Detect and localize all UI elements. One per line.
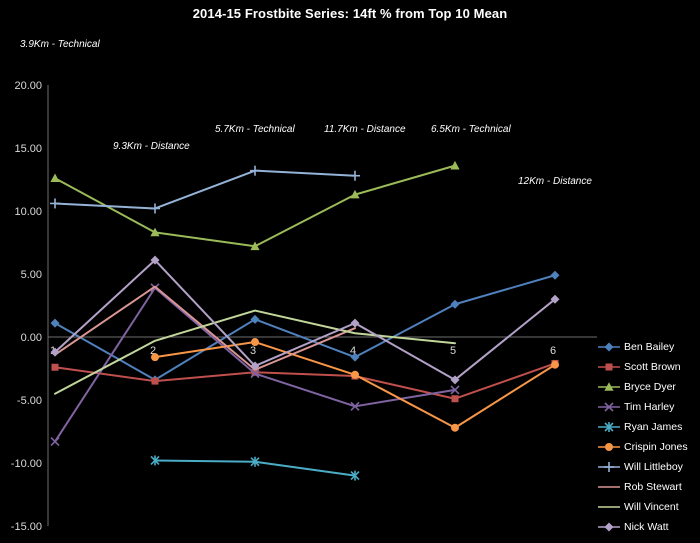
series-marker-square-icon xyxy=(51,363,59,371)
series-line-nick-watt xyxy=(54,259,556,381)
legend-marker-sample xyxy=(598,363,620,371)
legend-item: Will Littleboy xyxy=(598,457,698,477)
legend-label: Bryce Dyer xyxy=(624,381,676,393)
legend-label: Will Littleboy xyxy=(624,461,683,473)
y-axis-tick-label: -5.00 xyxy=(17,395,42,407)
series-line-ben-bailey xyxy=(54,274,556,381)
race-annotation-label: 9.3Km - Distance xyxy=(113,141,190,152)
legend-label: Rob Stewart xyxy=(624,481,682,493)
series-marker-diamond-icon xyxy=(450,299,460,309)
series-marker-diamond-icon xyxy=(150,255,160,265)
y-axis-tick-label: 10.00 xyxy=(14,206,42,218)
series-marker-triangle-icon xyxy=(604,382,614,391)
series-line-will-vincent xyxy=(54,309,456,395)
race-annotation-label: 12Km - Distance xyxy=(518,176,592,187)
series-marker-triangle-icon xyxy=(350,189,360,199)
legend-label: Ryan James xyxy=(624,421,683,433)
legend-item: Crispin Jones xyxy=(598,437,698,457)
series-marker-x-icon xyxy=(250,368,260,379)
y-axis-tick-label: 20.00 xyxy=(14,80,42,92)
series-marker-triangle-icon xyxy=(250,241,260,251)
legend-item: Nick Watt xyxy=(598,517,698,537)
y-axis-tick-label: 0.00 xyxy=(21,332,42,344)
series-marker-square-icon xyxy=(605,363,613,371)
legend-marker-sample xyxy=(598,443,620,451)
legend-marker-sample xyxy=(598,382,620,391)
series-marker-diamond-icon xyxy=(250,314,260,324)
x-axis-tick-label: 6 xyxy=(550,345,556,357)
legend-label: Will Vincent xyxy=(624,501,679,513)
series-marker-diamond-icon xyxy=(350,318,360,328)
series-marker-triangle-icon xyxy=(50,173,60,183)
chart-title: 2014-15 Frostbite Series: 14ft % from To… xyxy=(192,6,508,21)
y-axis-tick-label: -15.00 xyxy=(11,521,42,533)
series-marker-diamond-icon xyxy=(604,342,614,352)
series-marker-diamond-icon xyxy=(550,294,560,304)
legend-marker-sample xyxy=(598,486,620,488)
series-marker-circle-icon xyxy=(151,353,159,362)
series-marker-triangle-icon xyxy=(150,227,160,237)
x-axis-tick-label: 4 xyxy=(350,345,356,357)
series-line-rob-stewart xyxy=(54,285,356,371)
legend-marker-sample xyxy=(598,462,620,472)
legend-label: Crispin Jones xyxy=(624,441,688,453)
series-line-will-littleboy xyxy=(54,169,356,210)
legend-marker-sample xyxy=(598,506,620,508)
series-marker-diamond-icon xyxy=(50,347,60,357)
race-annotation-label: 11.7Km - Distance xyxy=(324,124,406,135)
x-axis-tick-label: 2 xyxy=(150,345,156,357)
series-marker-triangle-icon xyxy=(450,160,460,170)
legend-label: Ben Bailey xyxy=(624,341,675,353)
x-axis-tick-label: 3 xyxy=(250,345,256,357)
legend-item: Ben Bailey xyxy=(598,337,698,357)
x-axis-tick-label: 5 xyxy=(450,345,456,357)
legend-label: Nick Watt xyxy=(624,521,669,533)
legend-marker-sample xyxy=(598,522,620,532)
legend-item: Tim Harley xyxy=(598,397,698,417)
series-marker-circle-icon xyxy=(351,370,359,379)
y-axis-tick-label: 15.00 xyxy=(14,143,42,155)
legend-label: Tim Harley xyxy=(624,401,675,413)
legend-marker-sample xyxy=(598,342,620,352)
series-marker-circle-icon xyxy=(451,423,459,432)
series-marker-diamond-icon xyxy=(550,270,560,280)
series-marker-x-icon xyxy=(604,402,614,412)
legend-item: Scott Brown xyxy=(598,357,698,377)
series-marker-diamond-icon xyxy=(450,375,460,385)
race-annotation-label: 5.7Km - Technical xyxy=(215,124,295,135)
legend-label: Scott Brown xyxy=(624,361,681,373)
series-marker-circle-icon xyxy=(551,360,559,369)
legend-marker-sample xyxy=(598,422,620,432)
series-marker-x-icon xyxy=(450,385,460,395)
legend-item: Bryce Dyer xyxy=(598,377,698,397)
legend-marker-sample xyxy=(598,402,620,412)
chart-legend: Ben Bailey Scott Brown Bryce Dyer Tim Harle… xyxy=(598,337,698,537)
series-marker-x-icon xyxy=(350,401,360,411)
legend-item: Ryan James xyxy=(598,417,698,437)
series-line-scott-brown xyxy=(54,362,556,400)
y-axis-tick-label: -10.00 xyxy=(11,458,42,470)
series-marker-diamond-icon xyxy=(350,352,360,362)
series-marker-circle-icon xyxy=(605,443,613,451)
y-axis-tick-label: 5.00 xyxy=(21,269,42,281)
race-annotation-label: 6.5Km - Technical xyxy=(431,124,511,135)
series-marker-diamond-icon xyxy=(250,361,260,371)
series-marker-circle-icon xyxy=(251,338,259,347)
series-marker-diamond-icon xyxy=(604,522,614,532)
series-marker-square-icon xyxy=(151,377,159,385)
race-annotation-label: 3.9Km - Technical xyxy=(20,39,100,50)
series-marker-diamond-icon xyxy=(50,318,60,328)
legend-item: Will Vincent xyxy=(598,497,698,517)
legend-item: Rob Stewart xyxy=(598,477,698,497)
series-marker-x-icon xyxy=(50,437,60,447)
series-marker-square-icon xyxy=(451,395,459,403)
